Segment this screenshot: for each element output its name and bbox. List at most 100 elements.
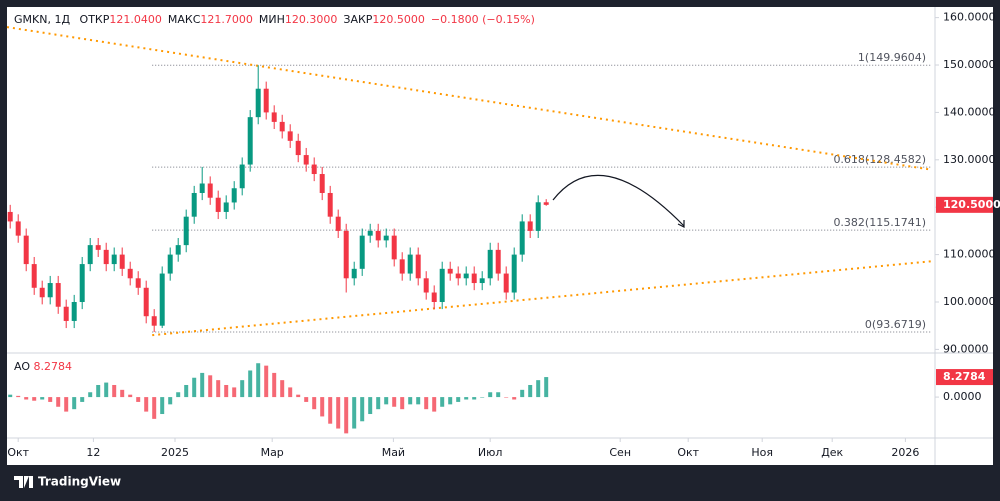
candle-body: [15, 221, 21, 236]
candle-body: [335, 216, 341, 231]
candle-body: [47, 283, 53, 298]
ao-bar: [496, 392, 501, 398]
ao-bar: [352, 397, 357, 429]
candle-body: [367, 230, 373, 236]
ao-bar: [96, 384, 101, 398]
ao-bar: [128, 394, 133, 398]
candle-body: [447, 268, 453, 274]
candle-body: [223, 202, 229, 212]
ao-bar: [200, 372, 205, 398]
candle-body: [191, 192, 197, 217]
fib-label: 0.618(128.4582): [833, 153, 926, 166]
ao-bar: [192, 377, 197, 398]
candle-body: [303, 155, 309, 165]
ao-bar: [272, 372, 277, 398]
field-name: МИН: [259, 13, 285, 26]
ao-bar: [160, 397, 165, 415]
candle-body: [375, 230, 381, 241]
plot: 90.0000 100.0000 110.0000 12 0.0000 130.0000 1…: [6, 11, 1000, 459]
ao-bar: [104, 382, 109, 398]
candle-body: [391, 235, 397, 260]
ao-bar: [392, 397, 397, 407]
y-tick-label: 160.0000: [943, 11, 996, 24]
ao-bar: [240, 380, 245, 398]
candle-body: [71, 301, 77, 321]
ao-bar: [544, 377, 549, 398]
ao-bar: [280, 380, 285, 398]
field-name: ОТКР: [80, 13, 110, 26]
candle-body: [535, 202, 541, 231]
candle-body: [479, 278, 485, 284]
candle-body: [103, 249, 109, 265]
ao-bar: [256, 363, 261, 398]
candle-body: [287, 131, 293, 141]
x-tick-label: Май: [382, 446, 405, 459]
candle-body: [271, 112, 277, 122]
field-name: ЗАКР: [343, 13, 372, 26]
ao-bar: [488, 392, 493, 398]
candle-body: [463, 273, 469, 279]
osc-tick-label: 0.0000: [943, 390, 982, 403]
ao-bar: [328, 397, 333, 424]
field-value: 121.0400: [109, 13, 162, 26]
candle-body: [351, 268, 357, 279]
ao-bar: [184, 384, 189, 398]
ao-bar: [384, 397, 389, 405]
y-tick-label: 140.0000: [943, 105, 996, 118]
candle-body: [63, 306, 69, 321]
x-tick-label: 2026: [891, 446, 919, 459]
forecast-arrow: [552, 174, 685, 227]
panel: [7, 7, 993, 465]
ao-bar: [72, 397, 77, 410]
candle-body: [495, 249, 501, 274]
candle-body: [39, 287, 45, 298]
candle-body: [399, 259, 405, 274]
ohlc-legend: GMKN, 1Д ОТКР121.0400 МАКС121.7000 МИН120.…: [14, 13, 535, 26]
candle-body: [327, 192, 333, 217]
candle-body: [519, 221, 525, 255]
candle-body: [503, 273, 509, 293]
ao-bar: [48, 397, 53, 402]
ao-bar: [528, 384, 533, 398]
ao-bar: [304, 397, 309, 402]
candle-body: [23, 235, 29, 265]
candle-body: [511, 254, 517, 293]
ao-bar: [136, 397, 141, 402]
x-tick-label: Июл: [478, 446, 503, 459]
ao-bar: [504, 397, 509, 398]
candle-body: [359, 235, 365, 269]
candle-body: [455, 273, 461, 279]
trendline: [152, 260, 932, 337]
candle-body: [263, 88, 269, 113]
candle-body: [431, 292, 437, 302]
candle-body: [239, 164, 245, 189]
candle-body: [343, 230, 349, 279]
fib-label: 1(149.9604): [858, 51, 926, 64]
candle-body: [543, 202, 549, 205]
candle-body: [527, 221, 533, 231]
candle-body: [127, 268, 133, 279]
candle-body: [87, 245, 93, 265]
ao-bar: [296, 394, 301, 398]
ao-bar: [464, 397, 469, 400]
ao-bar: [88, 392, 93, 398]
candle-body: [199, 183, 205, 193]
candle-body: [207, 183, 213, 198]
ao-bar: [208, 375, 213, 398]
x-tick-label: Ноя: [751, 446, 773, 459]
ao-bar: [264, 365, 269, 398]
ao-bar: [120, 389, 125, 398]
ao-bar: [408, 397, 413, 405]
x-tick-label: 2025: [161, 446, 189, 459]
ao-bar: [336, 397, 341, 429]
candle-body: [111, 254, 117, 265]
ao-bar: [32, 397, 37, 401]
candle-body: [95, 245, 101, 250]
candle-body: [439, 268, 445, 302]
x-tick-label: Дек: [821, 446, 843, 459]
x-tick-label: Окт: [7, 446, 29, 459]
candle-body: [231, 188, 237, 203]
candle-body: [183, 216, 189, 246]
candle-body: [55, 283, 61, 307]
